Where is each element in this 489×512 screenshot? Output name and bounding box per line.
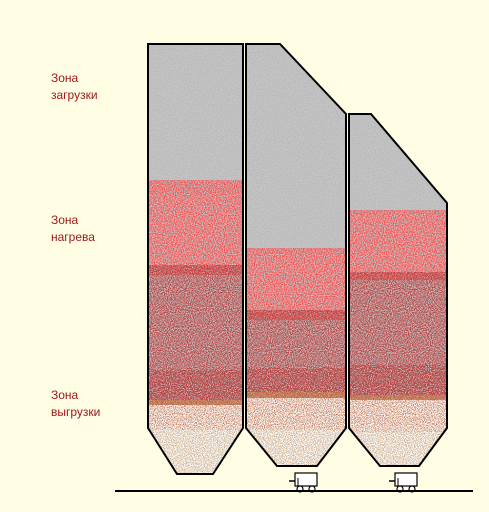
cart-icon [389,472,418,493]
bin-3 [348,113,448,467]
bin-1 [147,43,244,475]
cart-icon [289,472,318,493]
zone-label-loading: Зона загрузки [51,71,98,102]
zone-label-heating: Зона нагрева [51,213,95,244]
bin-2 [245,43,347,467]
zone-label-unloading: Зона выгрузки [51,388,101,419]
